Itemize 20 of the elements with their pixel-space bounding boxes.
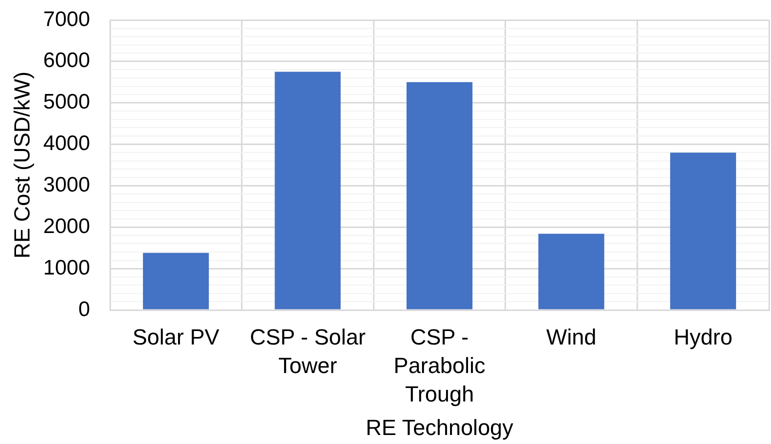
y-tick-label: 6000: [43, 49, 90, 72]
x-tick-label: CSP - Solar Tower: [250, 324, 366, 378]
bar: [274, 72, 341, 310]
y-tick-label: 3000: [43, 174, 90, 197]
x-tick-label: Solar PV: [132, 324, 220, 350]
y-tick-label: 1000: [43, 256, 90, 280]
bar: [670, 152, 736, 310]
y-tick-label: 0: [78, 298, 90, 321]
bar: [538, 234, 604, 310]
y-axis-title: RE Cost (USD/kW): [9, 72, 34, 258]
y-tick-label: 4000: [43, 132, 90, 156]
x-axis-title: RE Technology: [366, 414, 514, 440]
y-tick-label: 5000: [43, 90, 90, 114]
y-tick-label: 7000: [43, 8, 90, 31]
y-tick-label: 2000: [43, 214, 90, 238]
x-tick-label: Hydro: [674, 324, 732, 350]
bar: [142, 252, 209, 310]
bar: [406, 82, 472, 310]
x-tick-label: CSP - Parabolic Trough: [394, 324, 486, 407]
x-tick-label: Wind: [546, 324, 596, 350]
